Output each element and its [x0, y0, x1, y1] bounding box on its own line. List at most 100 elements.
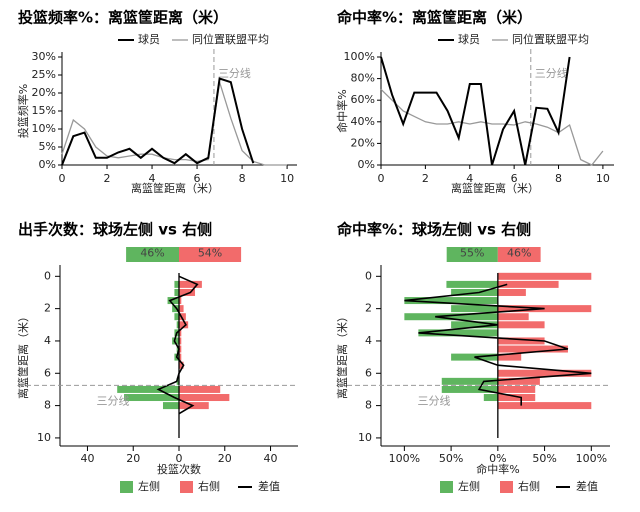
- x-tick-label: 10: [596, 172, 610, 185]
- right-bar: [497, 337, 545, 345]
- right-bar: [179, 361, 184, 369]
- x-axis-label: 命中率%: [476, 462, 519, 476]
- summary-label: 46%: [140, 247, 164, 260]
- right-bar: [179, 288, 196, 296]
- y-tick-label: 0%: [358, 158, 375, 171]
- x-tick-label: 6: [194, 172, 201, 185]
- x-tick-label: 20: [218, 452, 232, 465]
- y-tick-label: 0: [44, 269, 51, 282]
- y-tick-label: 80%: [351, 72, 375, 85]
- series-line: [380, 56, 571, 166]
- y-tick-label: 6: [365, 366, 372, 379]
- left-bar: [124, 394, 179, 402]
- left-bar: [418, 329, 498, 337]
- three-point-label: 三分线: [97, 393, 130, 407]
- y-tick-label: 100%: [344, 50, 375, 63]
- summary-label: 54%: [198, 247, 222, 260]
- left-bar: [174, 288, 179, 296]
- right-bar: [497, 345, 568, 353]
- legend-label: 左侧: [138, 480, 160, 493]
- y-axis-label: 离篮筐距离（米）: [335, 311, 349, 399]
- summary-label: 55%: [460, 247, 484, 260]
- x-tick-label: 4: [466, 172, 473, 185]
- left-bar: [441, 377, 498, 385]
- difference-line: [156, 275, 199, 415]
- x-tick-label: 8: [239, 172, 246, 185]
- right-bar: [179, 321, 189, 329]
- x-tick-label: 2: [422, 172, 429, 185]
- series-line: [61, 82, 288, 166]
- right-bar: [179, 280, 202, 288]
- right-bar: [497, 394, 536, 402]
- y-tick-label: 4: [44, 334, 51, 347]
- summary-right: [179, 247, 242, 262]
- y-tick-label: 8: [44, 399, 51, 412]
- left-bar: [117, 385, 179, 393]
- right-bar: [497, 288, 526, 296]
- summary-left: [126, 247, 179, 262]
- left-bar: [162, 402, 179, 410]
- legend-label: 同位置联盟平均: [192, 32, 269, 46]
- x-tick-label: 40: [80, 452, 94, 465]
- left-bar: [451, 321, 498, 329]
- right-bar: [497, 385, 536, 393]
- left-bar: [176, 321, 179, 329]
- series-line: [380, 88, 604, 166]
- x-axis-label: 投篮次数: [157, 462, 201, 476]
- y-tick-label: 20%: [32, 86, 56, 99]
- right-bar: [179, 345, 182, 353]
- x-tick-label: 20: [126, 452, 140, 465]
- left-bar: [176, 377, 179, 385]
- x-tick-label: 100%: [576, 452, 607, 465]
- right-bar: [179, 353, 182, 361]
- x-axis-label: 离篮筐距离（米）: [451, 181, 539, 195]
- legend-label: 球员: [138, 32, 160, 46]
- y-tick-label: 0: [365, 269, 372, 282]
- y-tick-label: 6: [44, 366, 51, 379]
- right-bar: [497, 321, 545, 329]
- y-tick-label: 2: [365, 302, 372, 315]
- summary-label: 46%: [507, 247, 531, 260]
- right-bar: [497, 369, 592, 377]
- difference-line: [404, 283, 592, 406]
- legend-swatch: [120, 481, 133, 493]
- y-tick-label: 10: [358, 431, 372, 444]
- chart-title: 投篮频率%：离篮筐距离（米）: [18, 9, 228, 27]
- three-point-label: 三分线: [218, 66, 251, 80]
- left-bar: [174, 280, 179, 288]
- legend-swatch: [180, 481, 193, 493]
- left-bar: [172, 305, 179, 313]
- x-tick-label: 0: [59, 172, 66, 185]
- right-bar: [179, 329, 182, 337]
- right-bar: [179, 394, 230, 402]
- y-tick-label: 2: [44, 302, 51, 315]
- y-tick-label: 10: [37, 431, 51, 444]
- series-line: [61, 77, 255, 166]
- y-tick-label: 60%: [351, 93, 375, 106]
- legend-label: 球员: [458, 32, 480, 46]
- legend-label: 同位置联盟平均: [512, 32, 589, 46]
- y-tick-label: 4: [365, 334, 372, 347]
- chart-title: 命中率%：球场左侧 vs 右侧: [336, 221, 531, 239]
- y-tick-label: 15%: [32, 104, 56, 117]
- three-point-label: 三分线: [535, 66, 568, 80]
- left-bar: [483, 394, 498, 402]
- left-bar: [446, 280, 498, 288]
- legend-label: 右侧: [198, 479, 220, 493]
- x-tick-label: 8: [555, 172, 562, 185]
- x-tick-label: 4: [149, 172, 156, 185]
- y-tick-label: 25%: [32, 68, 56, 81]
- x-tick-label: 10: [280, 172, 294, 185]
- left-bar: [172, 337, 179, 345]
- x-axis-label: 离篮筐距离（米）: [131, 181, 219, 195]
- right-bar: [497, 272, 592, 280]
- x-tick-label: 0%: [489, 452, 506, 465]
- right-bar: [179, 337, 182, 345]
- x-tick-label: 40: [264, 452, 278, 465]
- right-bar: [497, 353, 522, 361]
- x-tick-label: 2: [104, 172, 111, 185]
- right-bar: [497, 313, 529, 321]
- right-bar: [179, 313, 186, 321]
- x-tick-label: 6: [511, 172, 518, 185]
- x-tick-label: 0: [378, 172, 385, 185]
